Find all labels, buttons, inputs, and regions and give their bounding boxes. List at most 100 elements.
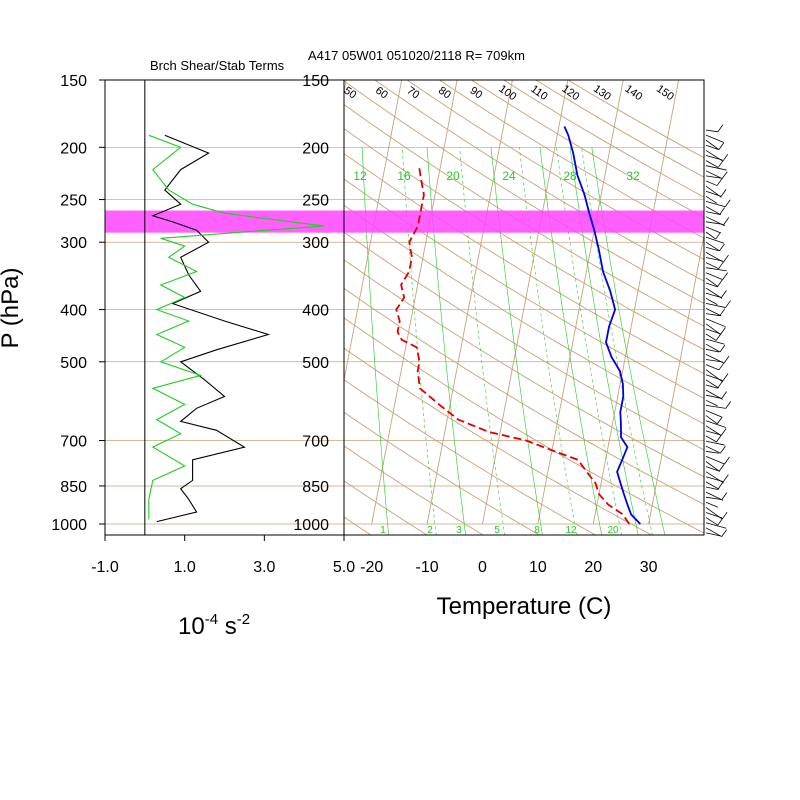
wind-barb-flag [723,217,730,225]
right-x-tick-label-10: 10 [529,559,547,576]
dry-adiabat-label-140: 140 [623,83,645,103]
dry-adiabat-label-150: 150 [654,83,676,103]
wind-barb [705,129,718,133]
wind-barb [705,384,718,389]
right-y-tick-label-250: 250 [302,193,329,210]
wind-barb [705,527,722,537]
dry-adiabat-310 [344,317,704,534]
right-panel-title: A417 05W01 051020/2118 R= 709km [308,48,525,63]
right-y-tick-label-850: 850 [302,479,329,496]
mixing-ratio-line-16 [539,147,603,535]
wind-barb-flag [717,124,724,133]
wind-barb [705,241,720,252]
dry-adiabat-label-80: 80 [436,85,453,102]
wind-barb [705,313,720,317]
wind-barb-flag [715,231,722,240]
wind-barb [705,201,726,208]
dry-adiabat-390 [344,103,704,327]
mixing-ratio-label-top-20: 20 [446,169,460,183]
wind-barb-flag [721,290,727,298]
dry-adiabat-410 [374,80,704,282]
dry-adiabat-label-100: 100 [497,83,519,103]
wind-barb-flag [719,243,725,252]
wind-barb-flag [717,160,724,168]
y-axis-title: P (hPa) [0,268,24,349]
wind-barb [705,277,719,288]
wind-barb [705,450,719,454]
isotherm--20 [371,80,458,525]
wind-barb [705,155,723,161]
mixing-ratio-label-top-24: 24 [502,169,516,183]
isotherm--10 [426,80,513,525]
wind-barb-flag [717,279,723,288]
left-y-tick-label-150: 150 [60,73,87,90]
dry-adiabat-360 [344,178,704,399]
mixing-ratio-label-top-16: 16 [397,169,411,183]
left-x-axis-unit-exponent: -2 [237,611,250,628]
wind-barb [705,134,724,143]
shear-stab-panel: 150 200 250 300 400 500 700 850 1000 -1.0 1.0 3.0 5… [51,73,355,576]
dry-adiabat-270 [344,445,485,535]
right-y-tick-label-700: 700 [302,434,329,451]
isotherm-50 [759,80,800,524]
left-x-tick-labels: -1.0 1.0 3.0 5.0 [91,535,355,576]
wind-barb-flag [724,199,731,207]
dry-adiabat-260 [344,480,428,535]
mixing-ratio-line-5 [459,147,505,535]
isotherm-10 [537,80,624,525]
mixing-ratio-label-bottom-20: 20 [607,525,619,536]
skew-t-series-group [395,126,641,525]
wind-barb [705,165,727,171]
mixing-ratio-label-bottom-2: 2 [427,525,433,536]
wind-barb [705,405,726,409]
wind-barb-flag [717,380,723,389]
isotherm-30 [648,233,704,525]
left-x-axis-exponent: -4 [205,611,218,628]
right-y-tick-label-400: 400 [302,303,329,320]
wind-barb [705,440,725,446]
mixing-ratio-line-1 [361,147,389,535]
right-y-tick-label-500: 500 [302,355,329,372]
wind-barbs [705,124,732,537]
dry-adiabat-420 [406,80,704,260]
dry-adiabat-label-60: 60 [373,85,390,102]
mixing-ratio-line-20 [556,147,622,535]
isotherm-20 [592,80,680,525]
wind-barb-flag [724,456,730,465]
wind-barb [705,195,718,204]
dry-adiabat-350 [344,204,704,425]
wind-barb [705,374,724,382]
wind-barb-flag [716,178,723,186]
right-x-tick-labels: -20 -10 0 10 20 30 [360,559,657,576]
left-y-tick-label-700: 700 [60,434,87,451]
wind-barb-flag [722,272,728,280]
wind-barb-flag [718,463,725,472]
wind-barb [705,512,723,519]
wind-barb-flag [722,373,729,381]
mixing-ratio-label-bottom-5: 5 [494,525,500,536]
wind-barb-flag [719,344,726,353]
wind-barb [705,211,720,215]
left-y-tick-label-300: 300 [60,235,87,252]
left-highlight-band-holder [105,210,344,233]
mixing-ratio-label-bottom-3: 3 [456,525,462,536]
right-x-tick-label--20: -20 [360,559,383,576]
right-x-tick-label-30: 30 [640,559,658,576]
dry-adiabat-320 [344,287,704,506]
wind-barb [705,144,719,150]
wind-barb [705,522,727,529]
dry-adiabat-290 [344,379,597,535]
right-y-tick-label-200: 200 [302,140,329,157]
isotherm--70 [95,80,180,524]
mixing-ratio-label-bottom-8: 8 [534,525,540,536]
mixing-ratio-line-2 [402,147,437,535]
dry-adiabat-370 [344,152,704,375]
left-panel-title: Brch Shear/Stab Terms [150,58,285,73]
wind-barb-flag [721,529,728,537]
wind-barb [705,272,723,281]
left-x-tick-label-5.0: 5.0 [333,559,355,576]
wind-barb [705,175,721,179]
wind-barb-flag [718,261,724,269]
